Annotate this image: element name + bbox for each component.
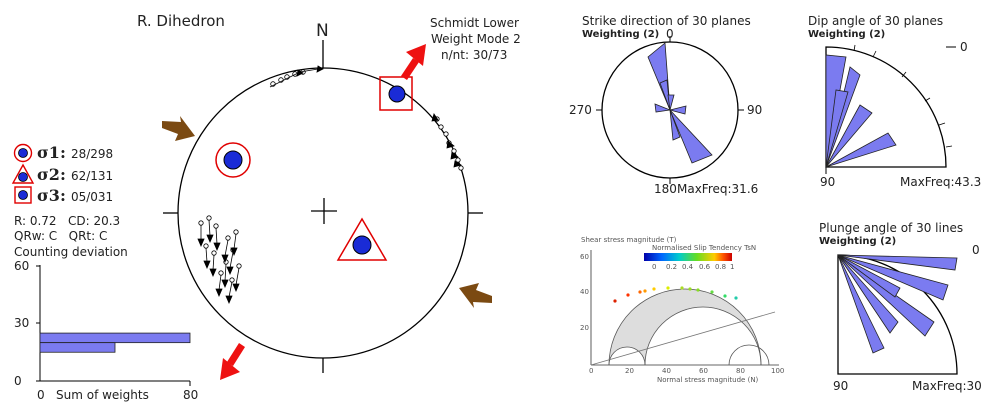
mohr-mid-circle <box>644 306 762 366</box>
sigma2-marker-triangle <box>336 217 388 261</box>
compression-arrow-se <box>459 283 492 308</box>
mohr-big-circle <box>608 288 762 366</box>
dip-title: Dip angle of 30 planes <box>808 14 944 28</box>
sigma3-legend-icon <box>18 190 28 200</box>
plunge-maxfreq: MaxFreq:30 <box>912 379 982 393</box>
strike-maxfreq: MaxFreq:31.6 <box>677 182 759 196</box>
plunge-weighting: Weighting (2) <box>819 236 897 247</box>
hist-y-tick-label-0: 0 <box>14 374 22 388</box>
mohr-y-tick-40: 40 <box>580 288 589 296</box>
sigma3-value: 05/031 <box>70 190 114 204</box>
projection-label: Schmidt Lower <box>430 16 519 30</box>
hist-y-tick-label-60: 60 <box>14 259 30 273</box>
histogram-bars <box>39 332 191 353</box>
sigma1-marker-ring <box>215 142 251 178</box>
strike-label-90: 90 <box>747 103 763 117</box>
dip-rose-petals <box>825 54 897 168</box>
sigma3-legend-square <box>14 186 32 204</box>
mohr-failure-line <box>590 311 776 366</box>
sigma1-legend-ring <box>13 143 33 163</box>
sigma2-separator: : <box>59 165 66 184</box>
qr-label: QRw: C QRt: C <box>14 229 108 243</box>
north-label: N <box>316 21 329 41</box>
sigma3-marker <box>388 85 406 103</box>
hist-y-tick-label-30: 30 <box>14 316 30 330</box>
mohr-y-tick-60: 60 <box>580 253 589 261</box>
sigma2-label: σ2 <box>37 165 60 184</box>
mohr-legend-tick-4: 0.8 <box>715 263 727 271</box>
mohr-ylabel: Shear stress magnitude (T) <box>581 236 677 244</box>
dip-label-90: 90 <box>820 175 836 189</box>
mohr-legend-tick-2: 0.4 <box>682 263 694 271</box>
compression-arrow-nw <box>162 116 195 141</box>
sigma2-marker <box>352 235 372 255</box>
mohr-small-circle <box>608 346 646 366</box>
mohr-legend-title: Normalised Slip Tendency TsN <box>652 244 757 252</box>
hist-xlabel: Sum of weights <box>56 388 149 402</box>
strike-weighting: Weighting (2) <box>582 29 660 40</box>
sigma3-label: σ3 <box>37 186 60 205</box>
sigma3-separator: : <box>59 186 66 205</box>
mohr-legend-colorbar <box>644 253 732 261</box>
mohr-x-tick-100: 100 <box>771 367 785 375</box>
extension-arrow-ne <box>401 44 426 80</box>
sigma1-label: σ1 <box>37 143 60 162</box>
mohr-legend-tick-1: 0.2 <box>666 263 678 271</box>
mohr-xlabel: Normal stress magnitude (N) <box>657 376 759 384</box>
n-nt-label: n/nt: 30/73 <box>441 48 508 62</box>
plunge-label-0: 0 <box>972 243 980 257</box>
hist-x-tick-label-0: 0 <box>37 388 45 402</box>
sigma3-row: σ3: 05/031 <box>37 186 113 205</box>
mohr-x-tick-20: 20 <box>625 367 634 375</box>
mohr-legend-tick-3: 0.6 <box>699 263 711 271</box>
hist-x-tick-label-80: 80 <box>183 388 199 402</box>
sigma2-row: σ2: 62/131 <box>37 165 113 184</box>
sigma2-legend-icon <box>18 172 28 182</box>
plunge-title: Plunge angle of 30 lines <box>819 221 964 235</box>
counting-deviation-label: Counting deviation <box>14 245 128 259</box>
strike-label-0: 0 <box>666 27 674 41</box>
strike-rose-petals <box>647 42 713 164</box>
r-cd-label: R: 0.72 CD: 20.3 <box>14 214 121 228</box>
sigma1-value: 28/298 <box>70 147 114 161</box>
strike-label-180: 180 <box>654 182 677 196</box>
plunge-label-90: 90 <box>833 379 849 393</box>
sigma3-marker-square <box>379 76 413 111</box>
sigma2-legend-triangle <box>11 163 35 184</box>
fault-cluster-west <box>197 215 242 305</box>
mohr-data-points <box>613 286 738 303</box>
mohr-legend-tick-5: 1 <box>730 263 735 271</box>
fault-cluster-north <box>269 65 324 88</box>
strike-label-270: 270 <box>569 103 592 117</box>
main-title: R. Dihedron <box>137 12 225 30</box>
sigma1-separator: : <box>59 143 66 162</box>
weight-mode-label: Weight Mode 2 <box>431 32 521 46</box>
fault-cluster-east <box>431 113 464 171</box>
mohr-x-tick-80: 80 <box>736 367 745 375</box>
mohr-right-circle <box>728 344 770 366</box>
plunge-rose-petals <box>837 254 958 354</box>
mohr-x-tick-60: 60 <box>699 367 708 375</box>
extension-arrow-sw <box>220 343 245 380</box>
dip-weighting: Weighting (2) <box>808 29 886 40</box>
sigma1-marker <box>223 150 243 170</box>
mohr-x-tick-0: 0 <box>589 367 594 375</box>
mohr-shaded-region <box>609 289 761 365</box>
sigma1-legend-icon <box>18 148 28 158</box>
dip-minor-ticks <box>853 44 953 148</box>
dip-maxfreq: MaxFreq:43.3 <box>900 175 982 189</box>
strike-title: Strike direction of 30 planes <box>582 14 751 28</box>
dip-label-0: 0 <box>960 40 968 54</box>
mohr-x-tick-40: 40 <box>662 367 671 375</box>
mohr-legend-tick-0: 0 <box>652 263 657 271</box>
histogram-bar-1 <box>39 342 116 353</box>
sigma2-value: 62/131 <box>70 169 114 183</box>
mohr-y-tick-20: 20 <box>580 324 589 332</box>
sigma1-row: σ1: 28/298 <box>37 143 113 162</box>
